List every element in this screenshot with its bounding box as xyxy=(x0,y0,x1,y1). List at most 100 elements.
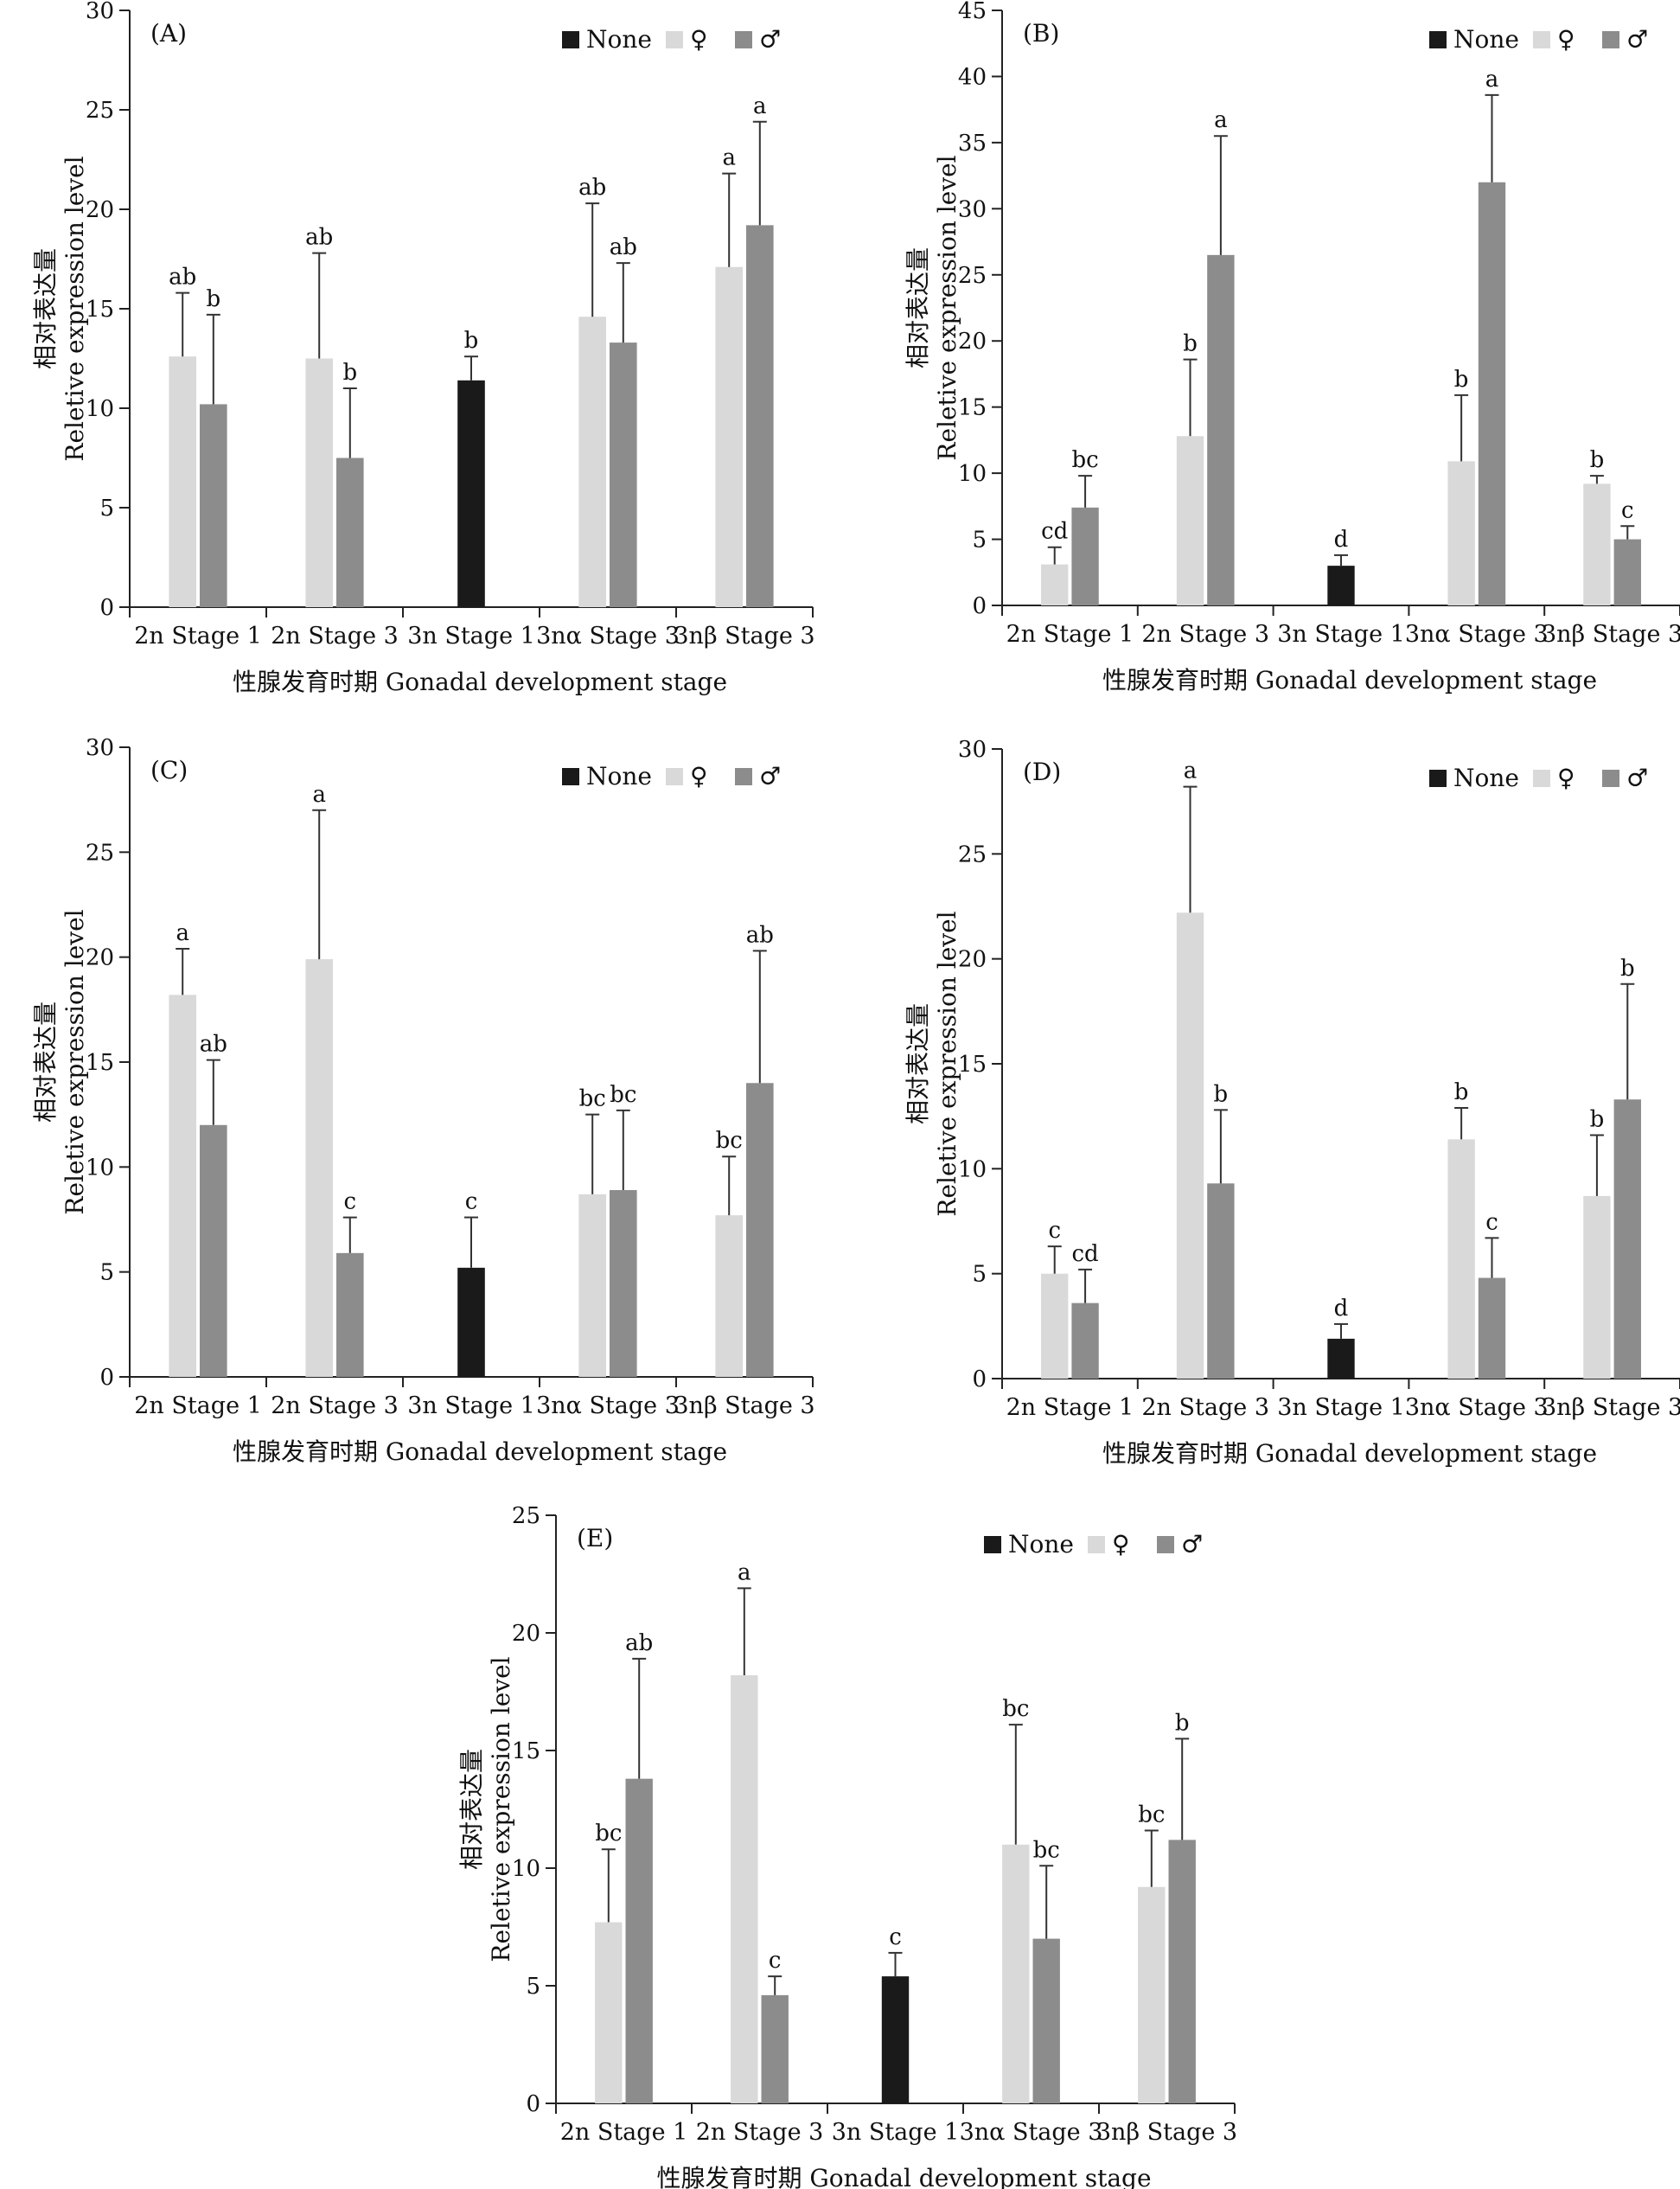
legend-label: None xyxy=(1453,764,1519,792)
x-tick-label: 3n Stage 1 xyxy=(832,2119,960,2146)
bar xyxy=(1071,507,1099,605)
significance-label: a xyxy=(312,782,326,808)
chart-panel-b: 0 5 10 15 20 25 30 35 40 45 2n Stage 1 2n Stage 3 3n… xyxy=(904,0,1680,694)
x-tick-label: 3nβ Stage 3 xyxy=(1542,621,1680,648)
legend-label: ♀ xyxy=(690,25,707,54)
bar xyxy=(1032,1938,1060,2103)
bar xyxy=(1447,461,1475,605)
chart-panel-c: 0 5 10 15 20 25 30 2n Stage 1 2n Stage 3 3n Stage… xyxy=(31,735,815,1466)
x-axis-title: 性腺发育时期 Gonadal development stage xyxy=(233,668,727,696)
y-tick-label: 20 xyxy=(86,945,114,971)
legend-swatch-2 xyxy=(1602,770,1619,787)
y-tick-label: 0 xyxy=(99,595,114,621)
significance-label: bc xyxy=(610,1082,636,1108)
x-tick-label: 3nβ Stage 3 xyxy=(1542,1394,1680,1421)
y-tick-label: 5 xyxy=(526,1974,540,2000)
x-axis-title: 性腺发育时期 Gonadal development stage xyxy=(1102,666,1597,694)
y-tick-label: 15 xyxy=(86,1050,114,1076)
x-tick-label: 2n Stage 3 xyxy=(1141,1394,1269,1421)
y-tick-label: 0 xyxy=(99,1365,114,1391)
legend-label: ♂ xyxy=(759,762,781,790)
significance-label: c xyxy=(1048,1218,1061,1244)
significance-label: bc xyxy=(1002,1696,1029,1722)
panel-label: (A) xyxy=(150,19,187,48)
y-axis-title-cn: 相对表达量 xyxy=(457,1749,486,1870)
y-tick-label: 15 xyxy=(86,297,114,323)
significance-label: b xyxy=(1590,447,1605,473)
y-axis-title-cn: 相对表达量 xyxy=(31,1002,60,1123)
legend-label: ♂ xyxy=(1626,25,1648,54)
bar xyxy=(1327,566,1355,605)
y-tick-label: 30 xyxy=(86,735,114,761)
panel-label: (E) xyxy=(577,1524,613,1552)
y-tick-label: 20 xyxy=(958,329,987,355)
y-tick-label: 10 xyxy=(958,461,987,487)
y-tick-label: 30 xyxy=(86,0,114,24)
y-tick-label: 30 xyxy=(958,737,987,763)
legend-swatch-0 xyxy=(984,1536,1001,1553)
x-tick-label: 2n Stage 1 xyxy=(1006,621,1134,648)
significance-label: bc xyxy=(1138,1802,1165,1827)
significance-label: c xyxy=(889,1924,902,1950)
significance-label: bc xyxy=(1033,1837,1060,1863)
significance-label: a xyxy=(753,93,767,119)
bar xyxy=(715,1215,743,1377)
x-tick-label: 3n Stage 1 xyxy=(1277,1394,1405,1421)
significance-label: ab xyxy=(200,1032,227,1058)
bar xyxy=(746,225,774,607)
legend-label: ♀ xyxy=(1557,25,1575,54)
x-tick-label: 2n Stage 1 xyxy=(1006,1394,1134,1421)
significance-label: a xyxy=(176,920,189,946)
bar xyxy=(1207,254,1235,605)
y-axis-title-cn: 相对表达量 xyxy=(904,247,932,368)
y-tick-label: 0 xyxy=(526,2091,540,2117)
bar xyxy=(169,995,196,1377)
bar xyxy=(457,1267,485,1377)
bar xyxy=(169,356,196,607)
y-tick-label: 10 xyxy=(86,1155,114,1181)
significance-label: a xyxy=(1485,67,1499,93)
y-axis-title: Reletive expression level xyxy=(61,909,89,1214)
significance-label: a xyxy=(738,1559,751,1585)
x-tick-label: 2n Stage 3 xyxy=(1141,621,1269,648)
y-tick-label: 20 xyxy=(86,197,114,223)
significance-label: b xyxy=(1183,331,1198,357)
bar xyxy=(457,380,485,607)
y-tick-label: 5 xyxy=(972,528,987,554)
panel-label: (D) xyxy=(1023,758,1061,786)
significance-label: cd xyxy=(1041,519,1068,545)
significance-label: b xyxy=(1454,367,1469,393)
chart-panel-e: 0 5 10 15 20 25 2n Stage 1 2n Stage 3 3n Stage 1… xyxy=(457,1503,1237,2189)
bar xyxy=(305,358,333,607)
legend-label: None xyxy=(1453,25,1519,54)
significance-label: a xyxy=(722,145,736,171)
legend-swatch-0 xyxy=(562,31,579,48)
bar xyxy=(1447,1139,1475,1379)
significance-label: ab xyxy=(610,234,637,260)
bar xyxy=(610,342,637,607)
bar xyxy=(578,317,606,607)
y-tick-label: 35 xyxy=(958,131,987,157)
significance-label: d xyxy=(1334,527,1349,553)
significance-label: d xyxy=(1334,1296,1349,1322)
legend-label: ♀ xyxy=(690,762,707,790)
chart-panel-a: 0 5 10 15 20 25 30 2n Stage 1 2n Stage 3 3n Stage… xyxy=(31,0,815,696)
y-tick-label: 10 xyxy=(958,1156,987,1182)
legend-label: None xyxy=(586,762,652,790)
y-tick-label: 30 xyxy=(958,196,987,222)
x-tick-label: 3nα Stage 3 xyxy=(1405,1394,1549,1421)
bar xyxy=(731,1674,758,2103)
x-tick-label: 3nβ Stage 3 xyxy=(674,1392,814,1419)
bar xyxy=(610,1190,637,1377)
significance-label: b xyxy=(206,286,220,312)
y-tick-label: 5 xyxy=(972,1262,987,1288)
bar xyxy=(1168,1840,1196,2103)
x-axis-title: 性腺发育时期 Gonadal development stage xyxy=(1102,1439,1597,1468)
panel-label: (C) xyxy=(150,756,188,784)
bar xyxy=(336,458,364,607)
significance-label: ab xyxy=(625,1630,653,1656)
significance-label: ab xyxy=(746,922,774,948)
y-tick-label: 15 xyxy=(512,1738,540,1764)
legend-swatch-1 xyxy=(1533,770,1550,787)
x-tick-label: 2n Stage 3 xyxy=(271,623,399,650)
